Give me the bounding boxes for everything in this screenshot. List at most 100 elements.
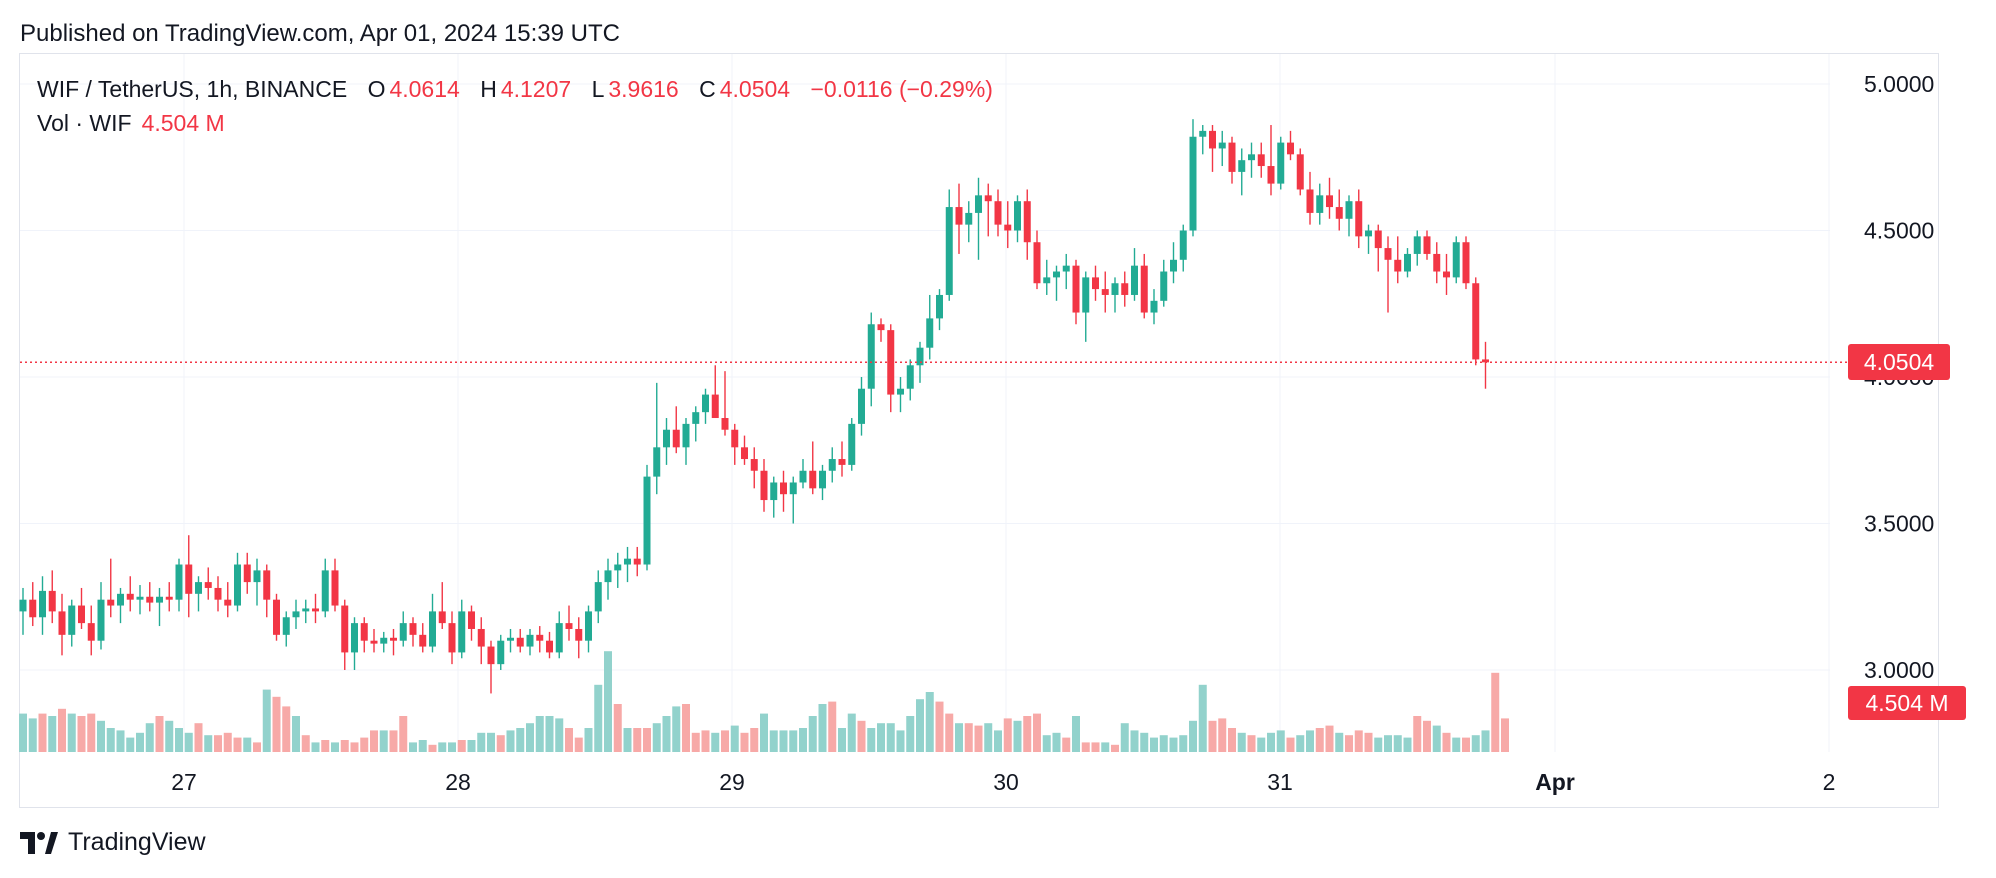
volume-bar <box>350 742 359 752</box>
candle <box>575 617 583 659</box>
ohlc-legend: WIF / TetherUS, 1h, BINANCE O 4.0614 H 4.1… <box>37 76 997 103</box>
volume-bar <box>730 725 739 752</box>
volume-bar <box>477 732 486 752</box>
candle <box>448 611 456 665</box>
y-tick-label: 3.5000 <box>1864 511 1934 537</box>
candle <box>1121 271 1129 307</box>
volume-bar <box>1247 735 1256 752</box>
volume-bar <box>711 732 720 752</box>
candle <box>48 570 56 624</box>
candle <box>604 558 612 600</box>
candle <box>1160 259 1168 307</box>
candle-body <box>819 470 826 489</box>
volume-bar <box>1003 718 1012 752</box>
candle-body <box>760 470 768 501</box>
volume-bar <box>1452 737 1461 752</box>
candle-body <box>1189 136 1197 231</box>
volume-bar <box>1374 737 1383 752</box>
candle <box>1248 142 1255 178</box>
volume-bar <box>1159 735 1168 752</box>
candle <box>1423 230 1431 260</box>
candle <box>1452 236 1460 284</box>
candle-body <box>1228 142 1236 172</box>
volume-bar <box>916 699 924 752</box>
candle <box>848 418 856 471</box>
candle-body <box>1257 154 1265 167</box>
candle <box>399 611 407 647</box>
candle-body <box>1472 283 1480 360</box>
candle-body <box>331 570 339 606</box>
volume-bar <box>516 728 525 752</box>
candle <box>331 558 339 612</box>
y-tick-label: 5.0000 <box>1864 71 1934 97</box>
candle-body <box>965 212 973 225</box>
volume-bar <box>1130 730 1139 752</box>
volume-bar <box>175 728 183 752</box>
volume-bar <box>136 732 144 752</box>
candle-body <box>1443 271 1450 278</box>
volume-bar <box>633 728 642 752</box>
volume-bar <box>984 723 993 752</box>
candle-body <box>789 482 797 495</box>
candle <box>234 552 241 612</box>
candle-body <box>497 640 505 665</box>
y-tick-label: 4.5000 <box>1864 218 1934 244</box>
candle <box>1306 171 1314 225</box>
candle-body <box>614 564 622 571</box>
candle <box>312 593 319 624</box>
x-tick-label: Apr <box>1535 769 1575 795</box>
tradingview-brand[interactable]: TradingView <box>20 828 206 857</box>
last-price-tag: 4.0504 <box>1848 344 1950 380</box>
candle <box>195 576 202 612</box>
candle-body <box>750 459 758 471</box>
low-value: 3.9616 <box>608 76 679 102</box>
volume-bar <box>292 716 300 752</box>
candle-body <box>770 482 778 501</box>
volume-bar <box>1120 723 1129 752</box>
candle-body <box>156 596 163 603</box>
candle-body <box>731 429 739 448</box>
candle <box>1443 253 1450 295</box>
candle <box>975 177 982 260</box>
candle-body <box>1394 259 1402 272</box>
volume-bar <box>1345 735 1353 752</box>
volume-bar <box>67 713 76 752</box>
volume-bar <box>1062 737 1071 752</box>
candle <box>156 587 163 627</box>
candle <box>380 631 388 653</box>
candle <box>185 535 193 618</box>
volume-bar <box>340 740 349 752</box>
volume-value: 4.504 M <box>141 110 225 136</box>
candle-body <box>1082 277 1090 313</box>
x-tick-label: 2 <box>1823 769 1836 795</box>
volume-bar <box>574 737 583 752</box>
candle <box>321 558 329 618</box>
candle <box>526 628 534 656</box>
y-tick-label: 3.0000 <box>1864 657 1934 683</box>
candle-body <box>604 570 612 583</box>
volume-bar <box>857 720 866 752</box>
volume-bar <box>925 692 934 752</box>
candle <box>760 459 768 512</box>
candle <box>1384 236 1392 313</box>
volume-bar <box>545 716 554 752</box>
candle <box>614 552 622 588</box>
candle-body <box>234 564 241 606</box>
volume-bar <box>877 723 885 752</box>
volume-bar <box>399 716 408 752</box>
volume-bar <box>243 737 252 752</box>
volume-bar <box>565 728 573 752</box>
candle-body <box>273 599 280 635</box>
candle <box>497 634 505 670</box>
candle <box>175 558 183 612</box>
volume-bar <box>721 730 729 752</box>
candle-body <box>1150 300 1158 313</box>
volume-bar <box>779 730 788 752</box>
candle-body <box>828 459 836 471</box>
symbol-label[interactable]: WIF / TetherUS, 1h, BINANCE <box>37 76 348 102</box>
candle <box>1092 265 1099 301</box>
candle-body <box>546 640 553 653</box>
volume-bar <box>360 737 369 752</box>
candle-body <box>672 429 680 448</box>
